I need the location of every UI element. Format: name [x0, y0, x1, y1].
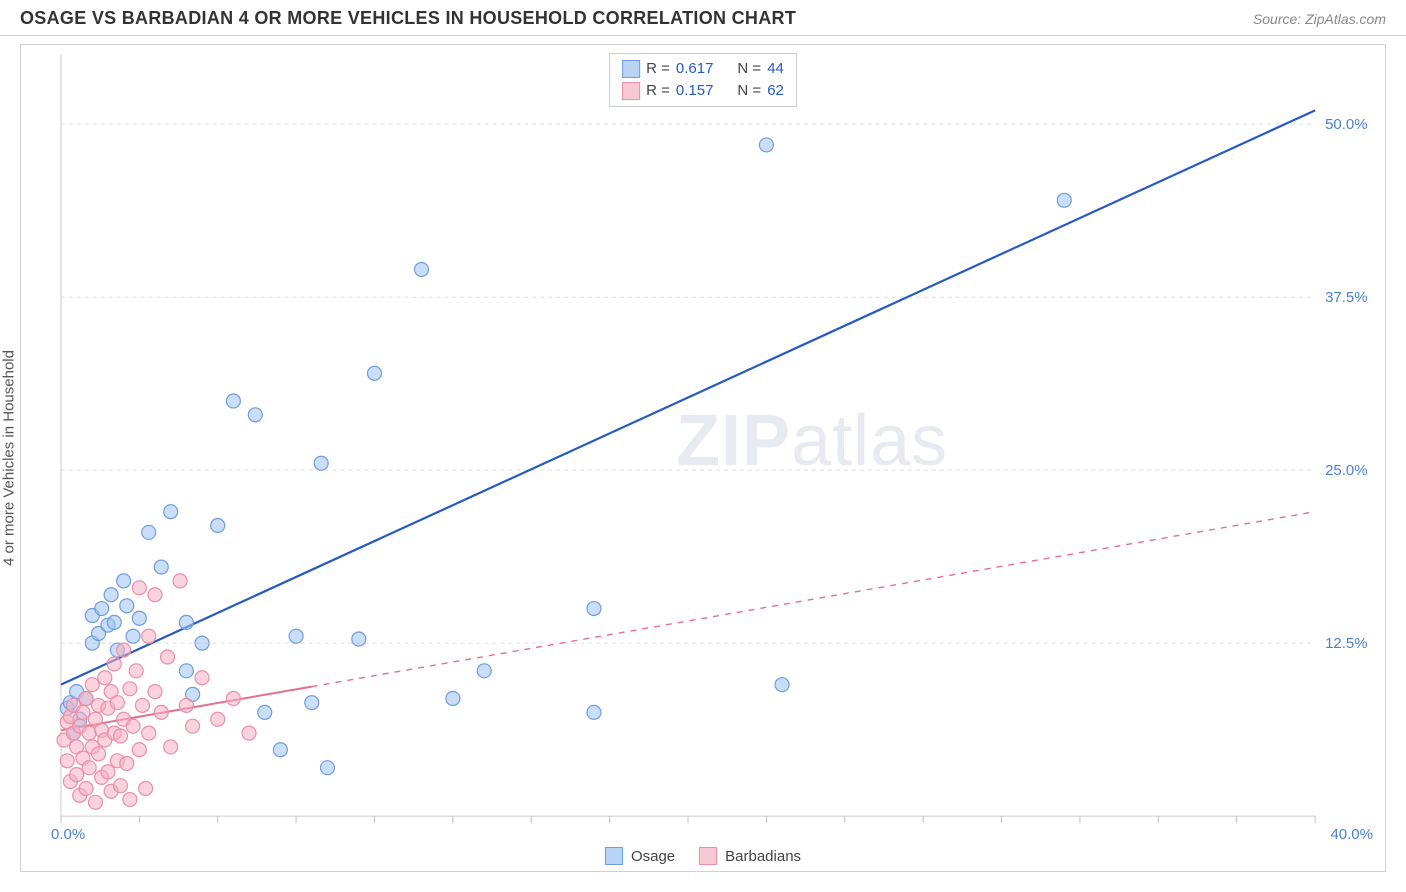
r-value: 0.617: [676, 58, 714, 80]
legend-series: Osage Barbadians: [605, 847, 801, 865]
legend-stat-row: R = 0.617 N = 44: [622, 58, 784, 80]
n-value: 62: [767, 80, 784, 102]
svg-text:25.0%: 25.0%: [1325, 462, 1367, 479]
legend-swatch: [699, 847, 717, 865]
x-axis-max-label: 40.0%: [1330, 826, 1373, 843]
svg-text:37.5%: 37.5%: [1325, 289, 1367, 306]
n-label: N =: [737, 58, 761, 80]
r-label: R =: [646, 58, 670, 80]
chart-title: OSAGE VS BARBADIAN 4 OR MORE VEHICLES IN…: [20, 8, 796, 29]
svg-text:12.5%: 12.5%: [1325, 635, 1367, 652]
r-value: 0.157: [676, 80, 714, 102]
legend-stat-row: R = 0.157 N = 62: [622, 80, 784, 102]
legend-swatch: [622, 60, 640, 78]
legend-item: Osage: [605, 847, 675, 865]
legend-label: Barbadians: [725, 848, 801, 865]
legend-swatch: [622, 82, 640, 100]
legend-label: Osage: [631, 848, 675, 865]
n-label: N =: [737, 80, 761, 102]
x-axis-min-label: 0.0%: [51, 826, 85, 843]
chart-area: 4 or more Vehicles in Household 12.5%25.…: [20, 44, 1386, 872]
legend-item: Barbadians: [699, 847, 801, 865]
scatter-plot: 12.5% 25.0% 37.5% 50.0%: [21, 45, 1385, 871]
legend-swatch: [605, 847, 623, 865]
r-label: R =: [646, 80, 670, 102]
n-value: 44: [767, 58, 784, 80]
svg-text:50.0%: 50.0%: [1325, 116, 1367, 133]
source-label: Source: ZipAtlas.com: [1253, 11, 1386, 27]
y-axis-label: 4 or more Vehicles in Household: [1, 350, 18, 566]
legend-stats: R = 0.617 N = 44 R = 0.157 N = 62: [609, 53, 797, 107]
